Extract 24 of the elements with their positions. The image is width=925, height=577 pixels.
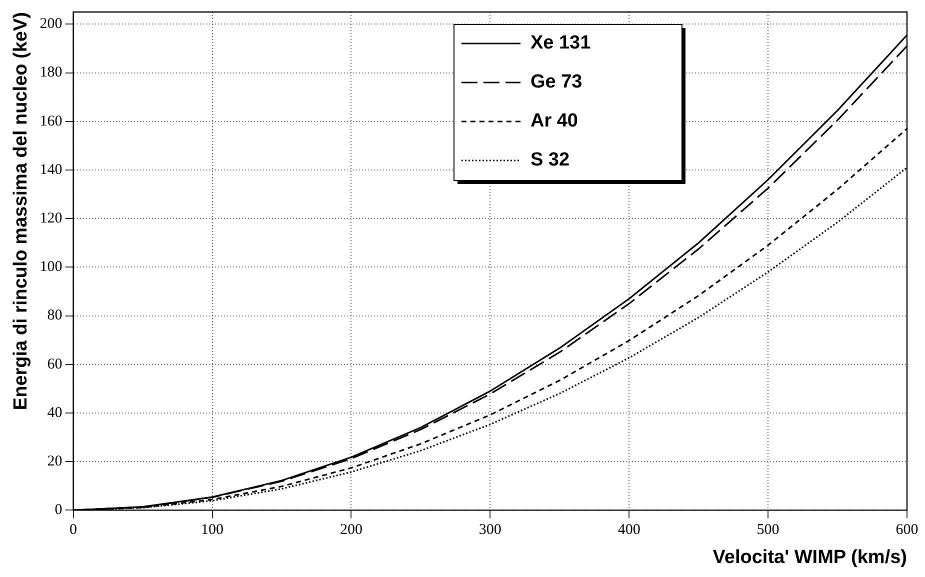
y-tick-label: 180 (40, 64, 62, 81)
y-axis-title: Energia di rinculo massima del nucleo (keV) (10, 12, 32, 410)
x-tick-label: 300 (478, 522, 502, 538)
x-tick-label: 400 (618, 522, 640, 538)
x-tick-label: 600 (896, 522, 918, 538)
y-tick-label: 200 (40, 16, 62, 32)
legend-label: Xe 131 (530, 32, 592, 54)
y-tick-label: 160 (40, 113, 62, 130)
x-axis-title: Velocita' WIMP (km/s) (712, 546, 907, 568)
y-tick-label: 0 (54, 502, 62, 518)
legend-label: S 32 (530, 150, 570, 171)
x-tick-label: 500 (756, 522, 780, 538)
y-tick-label: 40 (47, 404, 62, 421)
y-tick-label: 100 (40, 259, 62, 276)
y-tick-label: 140 (40, 162, 62, 178)
y-tick-label: 80 (47, 308, 62, 324)
y-tick-label: 20 (47, 454, 62, 470)
x-tick-label: 100 (201, 522, 224, 538)
x-tick-label: 0 (70, 522, 78, 538)
x-tick-label: 200 (340, 522, 362, 538)
y-tick-label: 120 (40, 210, 62, 227)
legend-label: Ar 40 (530, 110, 578, 132)
legend-label: Ge 73 (530, 72, 582, 93)
y-tick-label: 60 (47, 356, 62, 372)
